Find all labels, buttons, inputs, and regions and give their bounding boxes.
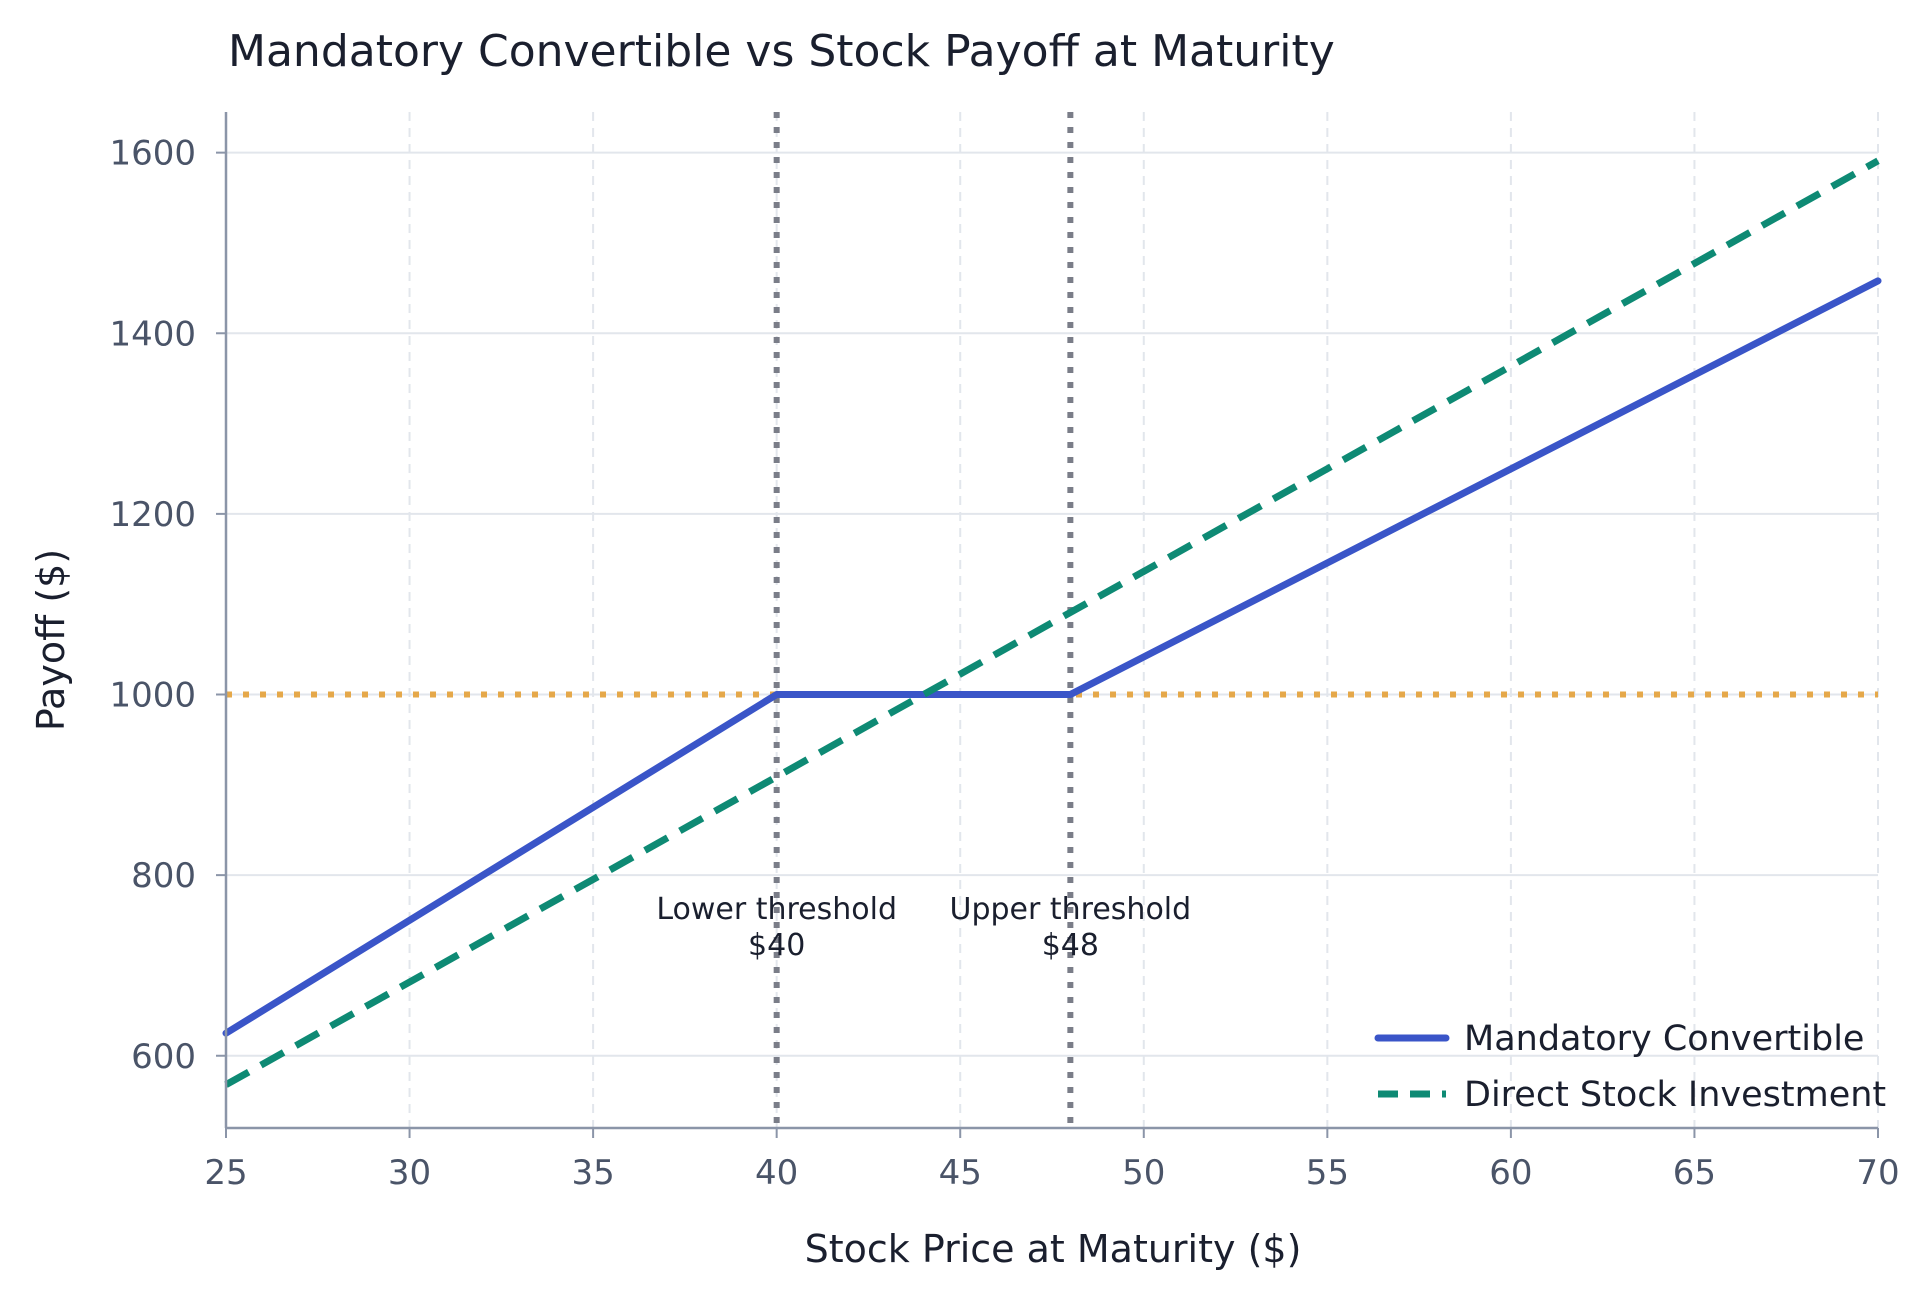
y-tick-label: 1400	[109, 314, 196, 354]
x-tick-label: 65	[1673, 1153, 1716, 1193]
series	[222, 157, 1882, 1088]
x-tick-label: 25	[204, 1153, 247, 1193]
y-tick-label: 1600	[109, 134, 196, 174]
annotation-line: Upper threshold	[950, 892, 1192, 927]
x-tick-label: 30	[388, 1153, 431, 1193]
tick-labels: 25 30 35 40 45 50 55 60 65 70 600 800 1000 1200 1400 16…	[109, 134, 1899, 1193]
grid	[225, 112, 1879, 1128]
x-tick-label: 50	[1122, 1153, 1165, 1193]
chart-title: Mandatory Convertible vs Stock Payoff at…	[228, 26, 1335, 77]
threshold-annotation: Lower threshold $40	[656, 892, 897, 963]
x-axis-label: Stock Price at Maturity ($)	[805, 1227, 1302, 1271]
annotation-line: $48	[1042, 928, 1099, 963]
legend: Mandatory Convertible Direct Stock Invest…	[1374, 1019, 1886, 1115]
y-tick-label: 800	[131, 856, 196, 896]
x-tick-label: 45	[939, 1153, 982, 1193]
y-tick-label: 1200	[109, 495, 196, 535]
y-tick-label: 1000	[109, 676, 196, 716]
series-line	[222, 277, 1882, 1037]
x-tick-label: 35	[571, 1153, 614, 1193]
x-tick-label: 60	[1489, 1153, 1532, 1193]
x-tick-label: 40	[755, 1153, 798, 1193]
y-tick-label: 600	[131, 1037, 196, 1077]
legend-label: Direct Stock Investment	[1464, 1075, 1886, 1115]
axes	[216, 112, 1879, 1138]
series-line	[224, 157, 1880, 1088]
annotation-line: Lower threshold	[656, 892, 897, 927]
x-tick-label: 55	[1306, 1153, 1349, 1193]
x-tick-label: 70	[1856, 1153, 1899, 1193]
reference-lines	[226, 112, 1878, 1128]
annotation-line: $40	[748, 928, 805, 963]
legend-label: Mandatory Convertible	[1464, 1019, 1864, 1059]
threshold-annotation: Upper threshold $48	[950, 892, 1192, 963]
y-axis-label: Payoff ($)	[29, 549, 73, 731]
annotations: Lower threshold $40 Upper threshold $48	[656, 892, 1191, 963]
